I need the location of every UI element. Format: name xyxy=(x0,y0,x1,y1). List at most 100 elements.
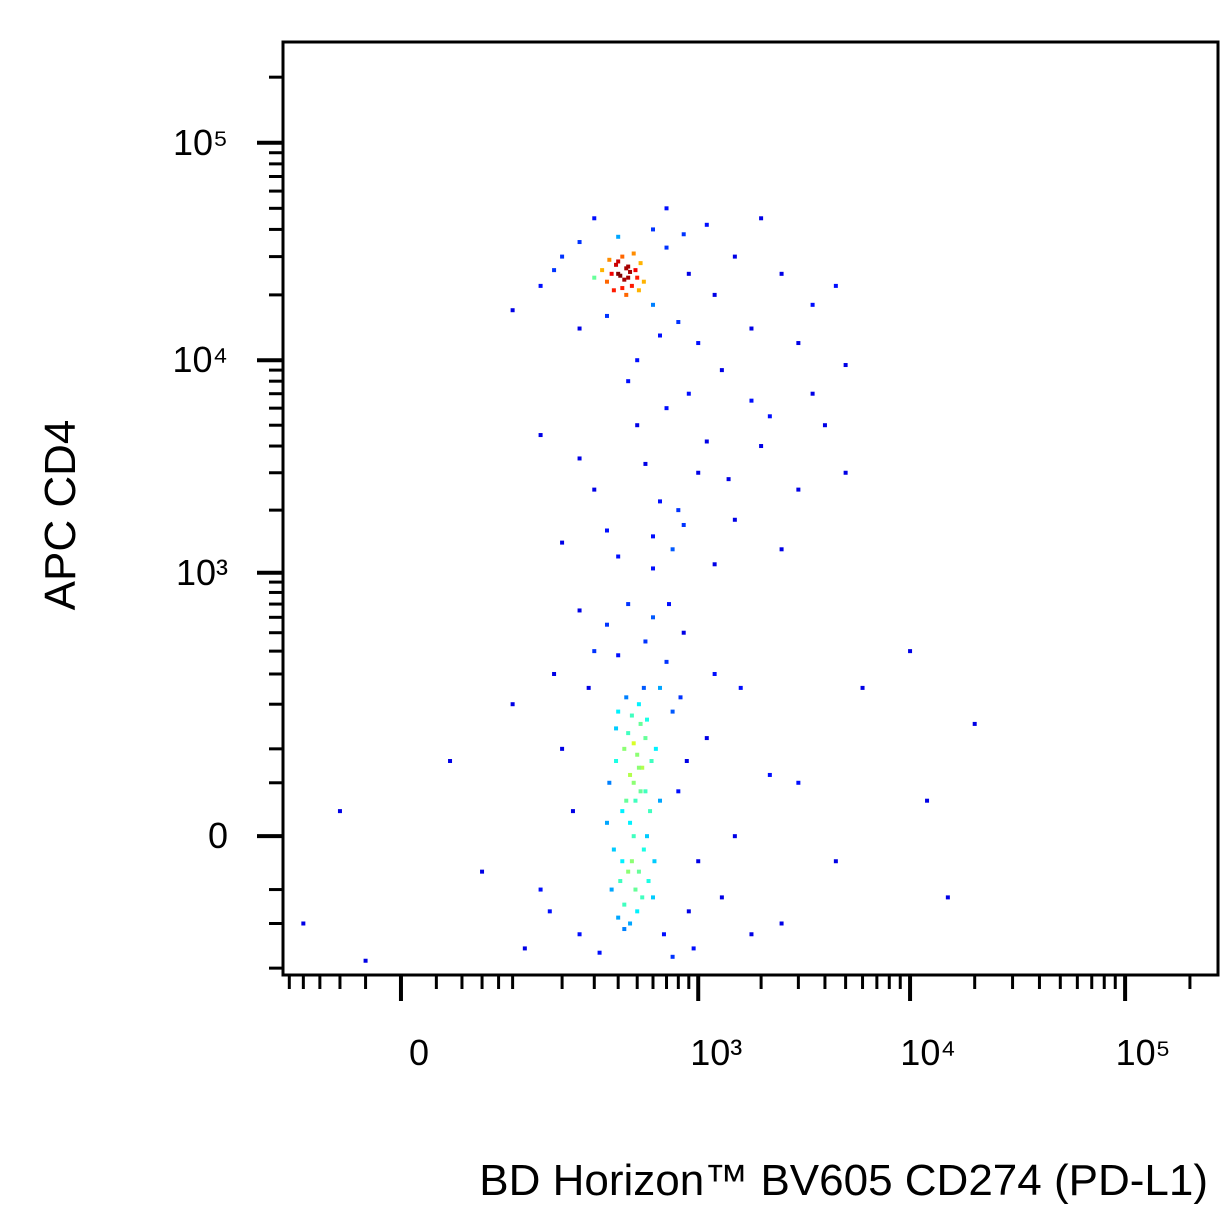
event-dot xyxy=(712,671,717,676)
event-dot xyxy=(604,313,609,318)
event-dot xyxy=(614,726,619,731)
event-dot xyxy=(925,798,930,803)
event-dot xyxy=(631,834,636,839)
event-dot xyxy=(641,279,646,284)
event-dot xyxy=(616,554,621,559)
event-dot xyxy=(622,746,627,751)
event-dot xyxy=(696,470,701,475)
event-dot xyxy=(651,615,656,620)
event-dot xyxy=(614,262,619,267)
event-dot xyxy=(651,534,656,539)
event-dot xyxy=(616,709,621,714)
event-dot xyxy=(719,895,724,900)
event-dot xyxy=(661,932,666,937)
event-dot xyxy=(616,653,621,658)
event-dot xyxy=(577,456,582,461)
event-dot xyxy=(604,279,609,284)
event-dot xyxy=(635,423,640,428)
x-tick-label: 10³ xyxy=(690,1032,742,1073)
event-dot xyxy=(649,759,654,764)
event-dot xyxy=(628,772,633,777)
event-dot xyxy=(604,528,609,533)
event-dot xyxy=(611,288,616,293)
event-dot xyxy=(972,721,977,726)
event-dot xyxy=(624,266,629,271)
event-dot xyxy=(779,271,784,276)
event-dot xyxy=(628,921,633,926)
event-dot xyxy=(860,685,865,690)
event-dot xyxy=(616,234,621,239)
event-dot xyxy=(609,271,614,276)
event-dot xyxy=(759,444,764,449)
event-dot xyxy=(658,685,663,690)
event-dot xyxy=(577,326,582,331)
event-dot xyxy=(552,268,557,273)
event-dot xyxy=(696,341,701,346)
event-dot xyxy=(704,736,709,741)
event-dot xyxy=(538,283,543,288)
event-dot xyxy=(638,789,643,794)
event-dot xyxy=(796,487,801,492)
event-dot xyxy=(678,695,683,700)
event-dot xyxy=(640,765,645,770)
event-dot xyxy=(626,379,631,384)
event-dot xyxy=(670,709,675,714)
event-dot xyxy=(628,820,633,825)
event-dot xyxy=(691,946,696,951)
event-dot xyxy=(538,887,543,892)
event-dot xyxy=(651,227,656,232)
event-dot xyxy=(592,275,597,280)
event-dot xyxy=(749,932,754,937)
x-tick-label: 10⁴ xyxy=(900,1032,956,1073)
event-dot xyxy=(614,759,619,764)
event-dot xyxy=(643,461,648,466)
event-dot xyxy=(624,292,629,297)
event-dot xyxy=(592,649,597,654)
event-dot xyxy=(779,921,784,926)
event-dot xyxy=(633,887,638,892)
event-dot xyxy=(643,736,648,741)
x-tick-label: 10⁵ xyxy=(1116,1032,1171,1073)
event-dot xyxy=(732,517,737,522)
event-dot xyxy=(600,268,605,273)
event-dot xyxy=(620,254,625,259)
event-dot xyxy=(570,809,575,814)
event-dot xyxy=(664,406,669,411)
event-dot xyxy=(626,731,631,736)
event-dot xyxy=(658,499,663,504)
y-tick-label: 10³ xyxy=(176,552,228,593)
event-dot xyxy=(796,780,801,785)
event-dot xyxy=(618,273,623,278)
event-dot xyxy=(620,859,625,864)
event-dot xyxy=(638,721,643,726)
event-dot xyxy=(643,789,648,794)
event-dot xyxy=(629,283,634,288)
event-dot xyxy=(538,433,543,438)
event-dot xyxy=(651,895,656,900)
event-dot xyxy=(510,702,515,707)
event-dot xyxy=(480,869,485,874)
event-dot xyxy=(704,439,709,444)
event-dot xyxy=(833,283,838,288)
event-dot xyxy=(641,847,646,852)
event-dot xyxy=(681,522,686,527)
event-dot xyxy=(670,547,675,552)
event-dot xyxy=(631,741,636,746)
event-dot xyxy=(635,909,640,914)
event-dot xyxy=(648,809,653,814)
event-dot xyxy=(604,622,609,627)
event-dot xyxy=(843,363,848,368)
event-dot xyxy=(560,254,565,259)
event-dot xyxy=(712,292,717,297)
event-dot xyxy=(833,859,838,864)
event-dot xyxy=(643,639,648,644)
event-dot xyxy=(547,909,552,914)
event-dot xyxy=(629,713,634,718)
event-dot xyxy=(686,391,691,396)
event-dot xyxy=(592,216,597,221)
event-dot xyxy=(822,423,827,428)
event-dot xyxy=(652,859,657,864)
event-dot xyxy=(664,206,669,211)
event-dot xyxy=(843,470,848,475)
event-dot xyxy=(626,869,631,874)
